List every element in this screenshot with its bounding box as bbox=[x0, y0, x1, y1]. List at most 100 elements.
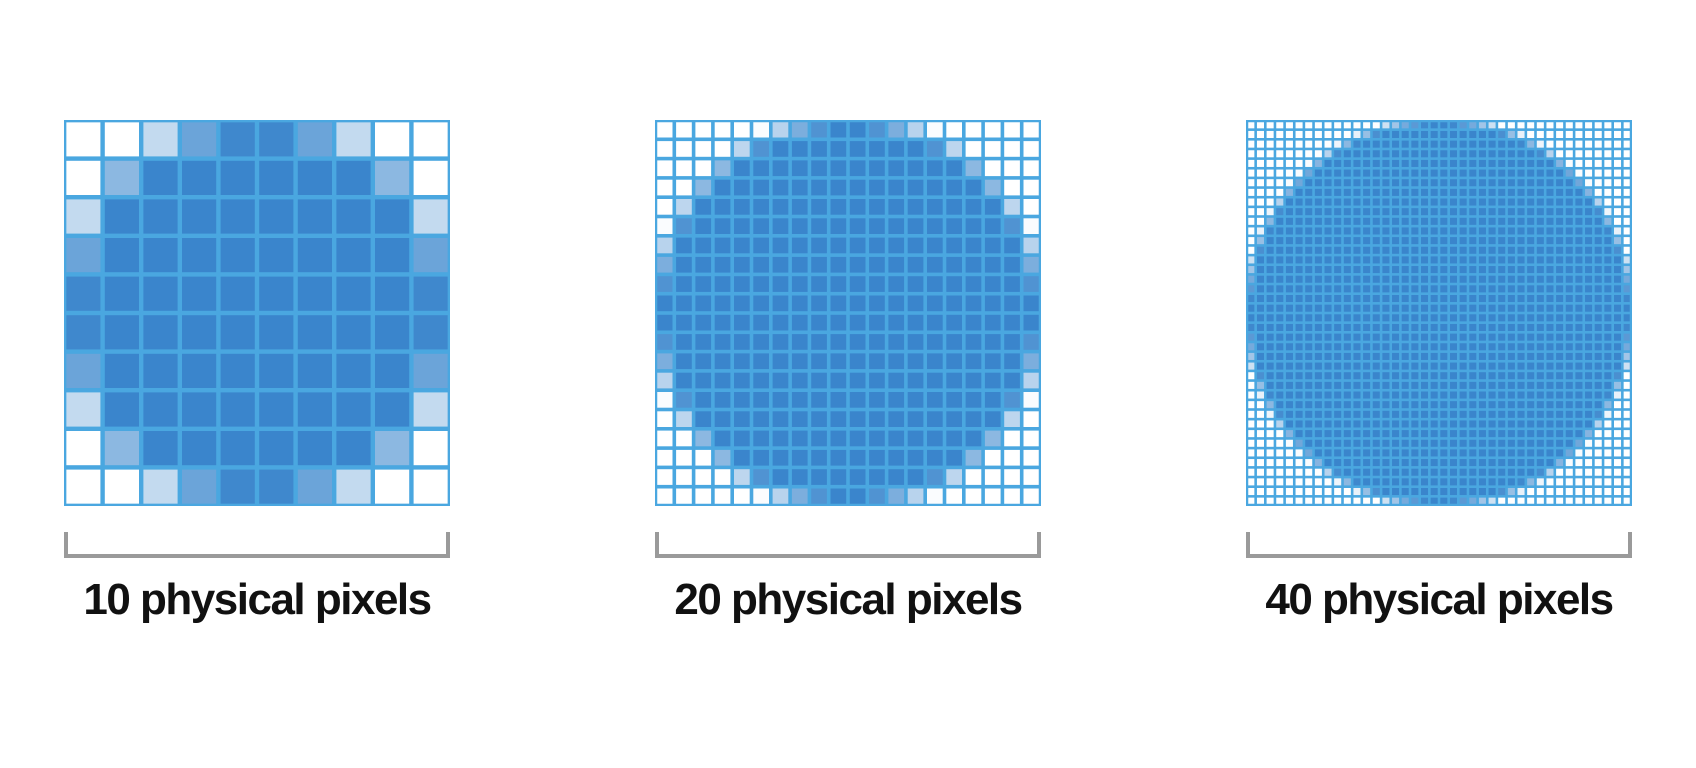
pixel-cell bbox=[1295, 121, 1303, 129]
pixel-cell bbox=[1295, 217, 1303, 225]
pixel-cell bbox=[656, 160, 673, 177]
pixel-cell bbox=[1469, 295, 1477, 303]
pixel-cell bbox=[927, 218, 943, 234]
pixel-cell bbox=[1334, 246, 1342, 254]
pixel-cell bbox=[259, 315, 294, 350]
pixel-cell bbox=[1372, 401, 1380, 409]
pixel-cell bbox=[1498, 343, 1506, 351]
pixel-cell bbox=[1363, 304, 1371, 312]
pixel-cell bbox=[772, 392, 789, 408]
pixel-cell bbox=[1469, 343, 1477, 351]
pixel-cell bbox=[1604, 188, 1612, 196]
pixel-cell bbox=[1614, 468, 1622, 476]
pixel-cell bbox=[1575, 352, 1583, 360]
pixel-cell bbox=[1266, 362, 1274, 370]
pixel-cell bbox=[1266, 237, 1274, 245]
pixel-cell bbox=[1469, 410, 1477, 418]
pixel-cell bbox=[1324, 237, 1332, 245]
pixel-cell bbox=[1004, 179, 1020, 196]
pixel-cell bbox=[1527, 198, 1535, 206]
pixel-cell bbox=[1305, 372, 1313, 380]
pixel-cell bbox=[1459, 391, 1467, 399]
pixel-cell bbox=[1623, 333, 1631, 341]
pixel-cell bbox=[1459, 130, 1467, 138]
pixel-cell bbox=[1324, 246, 1332, 254]
pixel-cell bbox=[1372, 343, 1380, 351]
pixel-cell bbox=[1488, 295, 1496, 303]
pixel-cell bbox=[714, 199, 731, 215]
pixel-cell bbox=[1507, 169, 1515, 177]
pixel-cell bbox=[1285, 130, 1293, 138]
pixel-cell bbox=[1536, 449, 1544, 457]
pixel-cell bbox=[1449, 333, 1457, 341]
pixel-cell bbox=[1527, 478, 1535, 486]
pixel-cell bbox=[1488, 401, 1496, 409]
pixel-cell bbox=[1594, 246, 1602, 254]
pixel-cell bbox=[1363, 372, 1371, 380]
pixel-cell bbox=[1488, 459, 1496, 467]
pixel-cell bbox=[1430, 159, 1438, 167]
pixel-cell bbox=[984, 469, 1001, 485]
pixel-cell bbox=[1421, 188, 1429, 196]
pixel-cell bbox=[734, 218, 750, 234]
pixel-cell bbox=[1565, 179, 1573, 187]
pixel-cell bbox=[1459, 497, 1467, 505]
pixel-cell bbox=[656, 218, 673, 234]
pixel-cell bbox=[1536, 130, 1544, 138]
pixel-cell bbox=[1575, 468, 1583, 476]
pixel-cell bbox=[1469, 275, 1477, 283]
pixel-cell bbox=[1556, 439, 1564, 447]
pixel-cell bbox=[1295, 333, 1303, 341]
pixel-cell bbox=[753, 218, 769, 234]
pixel-cell bbox=[734, 199, 750, 215]
pixel-cell bbox=[1623, 439, 1631, 447]
pixel-cell bbox=[1324, 401, 1332, 409]
pixel-cell bbox=[1478, 304, 1486, 312]
pixel-cell bbox=[1372, 150, 1380, 158]
pixel-cell bbox=[1623, 343, 1631, 351]
pixel-cell bbox=[1256, 497, 1264, 505]
pixel-cell bbox=[1314, 372, 1322, 380]
pixel-cell bbox=[1498, 169, 1506, 177]
pixel-cell bbox=[1575, 169, 1583, 177]
pixel-cell bbox=[1421, 169, 1429, 177]
pixel-cell bbox=[1498, 372, 1506, 380]
pixel-cell bbox=[946, 334, 962, 350]
pixel-cell bbox=[1382, 266, 1390, 274]
pixel-cell bbox=[1585, 285, 1593, 293]
pixel-cell bbox=[1295, 352, 1303, 360]
pixel-cell bbox=[1449, 140, 1457, 148]
pixel-cell bbox=[1343, 362, 1351, 370]
pixel-cell bbox=[1411, 430, 1419, 438]
pixel-cell bbox=[1614, 198, 1622, 206]
pixel-cell bbox=[1421, 381, 1429, 389]
pixel-cell bbox=[1276, 159, 1284, 167]
pixel-grid-10 bbox=[64, 120, 450, 506]
pixel-cell bbox=[1575, 246, 1583, 254]
pixel-cell bbox=[1623, 295, 1631, 303]
pixel-cell bbox=[1411, 323, 1419, 331]
pixel-cell bbox=[1334, 198, 1342, 206]
pixel-cell bbox=[1546, 188, 1554, 196]
pixel-cell bbox=[965, 488, 982, 505]
pixel-cell bbox=[1565, 121, 1573, 129]
pixel-cell bbox=[413, 199, 448, 234]
pixel-cell bbox=[695, 334, 712, 350]
pixel-cell bbox=[1556, 237, 1564, 245]
pixel-cell bbox=[965, 218, 982, 234]
pixel-cell bbox=[1623, 410, 1631, 418]
pixel-cell bbox=[1527, 488, 1535, 496]
pixel-cell bbox=[1324, 362, 1332, 370]
pixel-cell bbox=[1623, 266, 1631, 274]
pixel-cell bbox=[1469, 362, 1477, 370]
pixel-cell bbox=[1353, 188, 1361, 196]
pixel-cell bbox=[1517, 304, 1525, 312]
pixel-cell bbox=[1469, 488, 1477, 496]
pixel-cell bbox=[714, 160, 731, 177]
pixel-cell bbox=[1459, 439, 1467, 447]
pixel-cell bbox=[1565, 314, 1573, 322]
grid-border bbox=[655, 120, 1041, 506]
pixel-cell bbox=[1004, 160, 1020, 177]
pixel-cell bbox=[1478, 295, 1486, 303]
pixel-cell bbox=[1004, 392, 1020, 408]
